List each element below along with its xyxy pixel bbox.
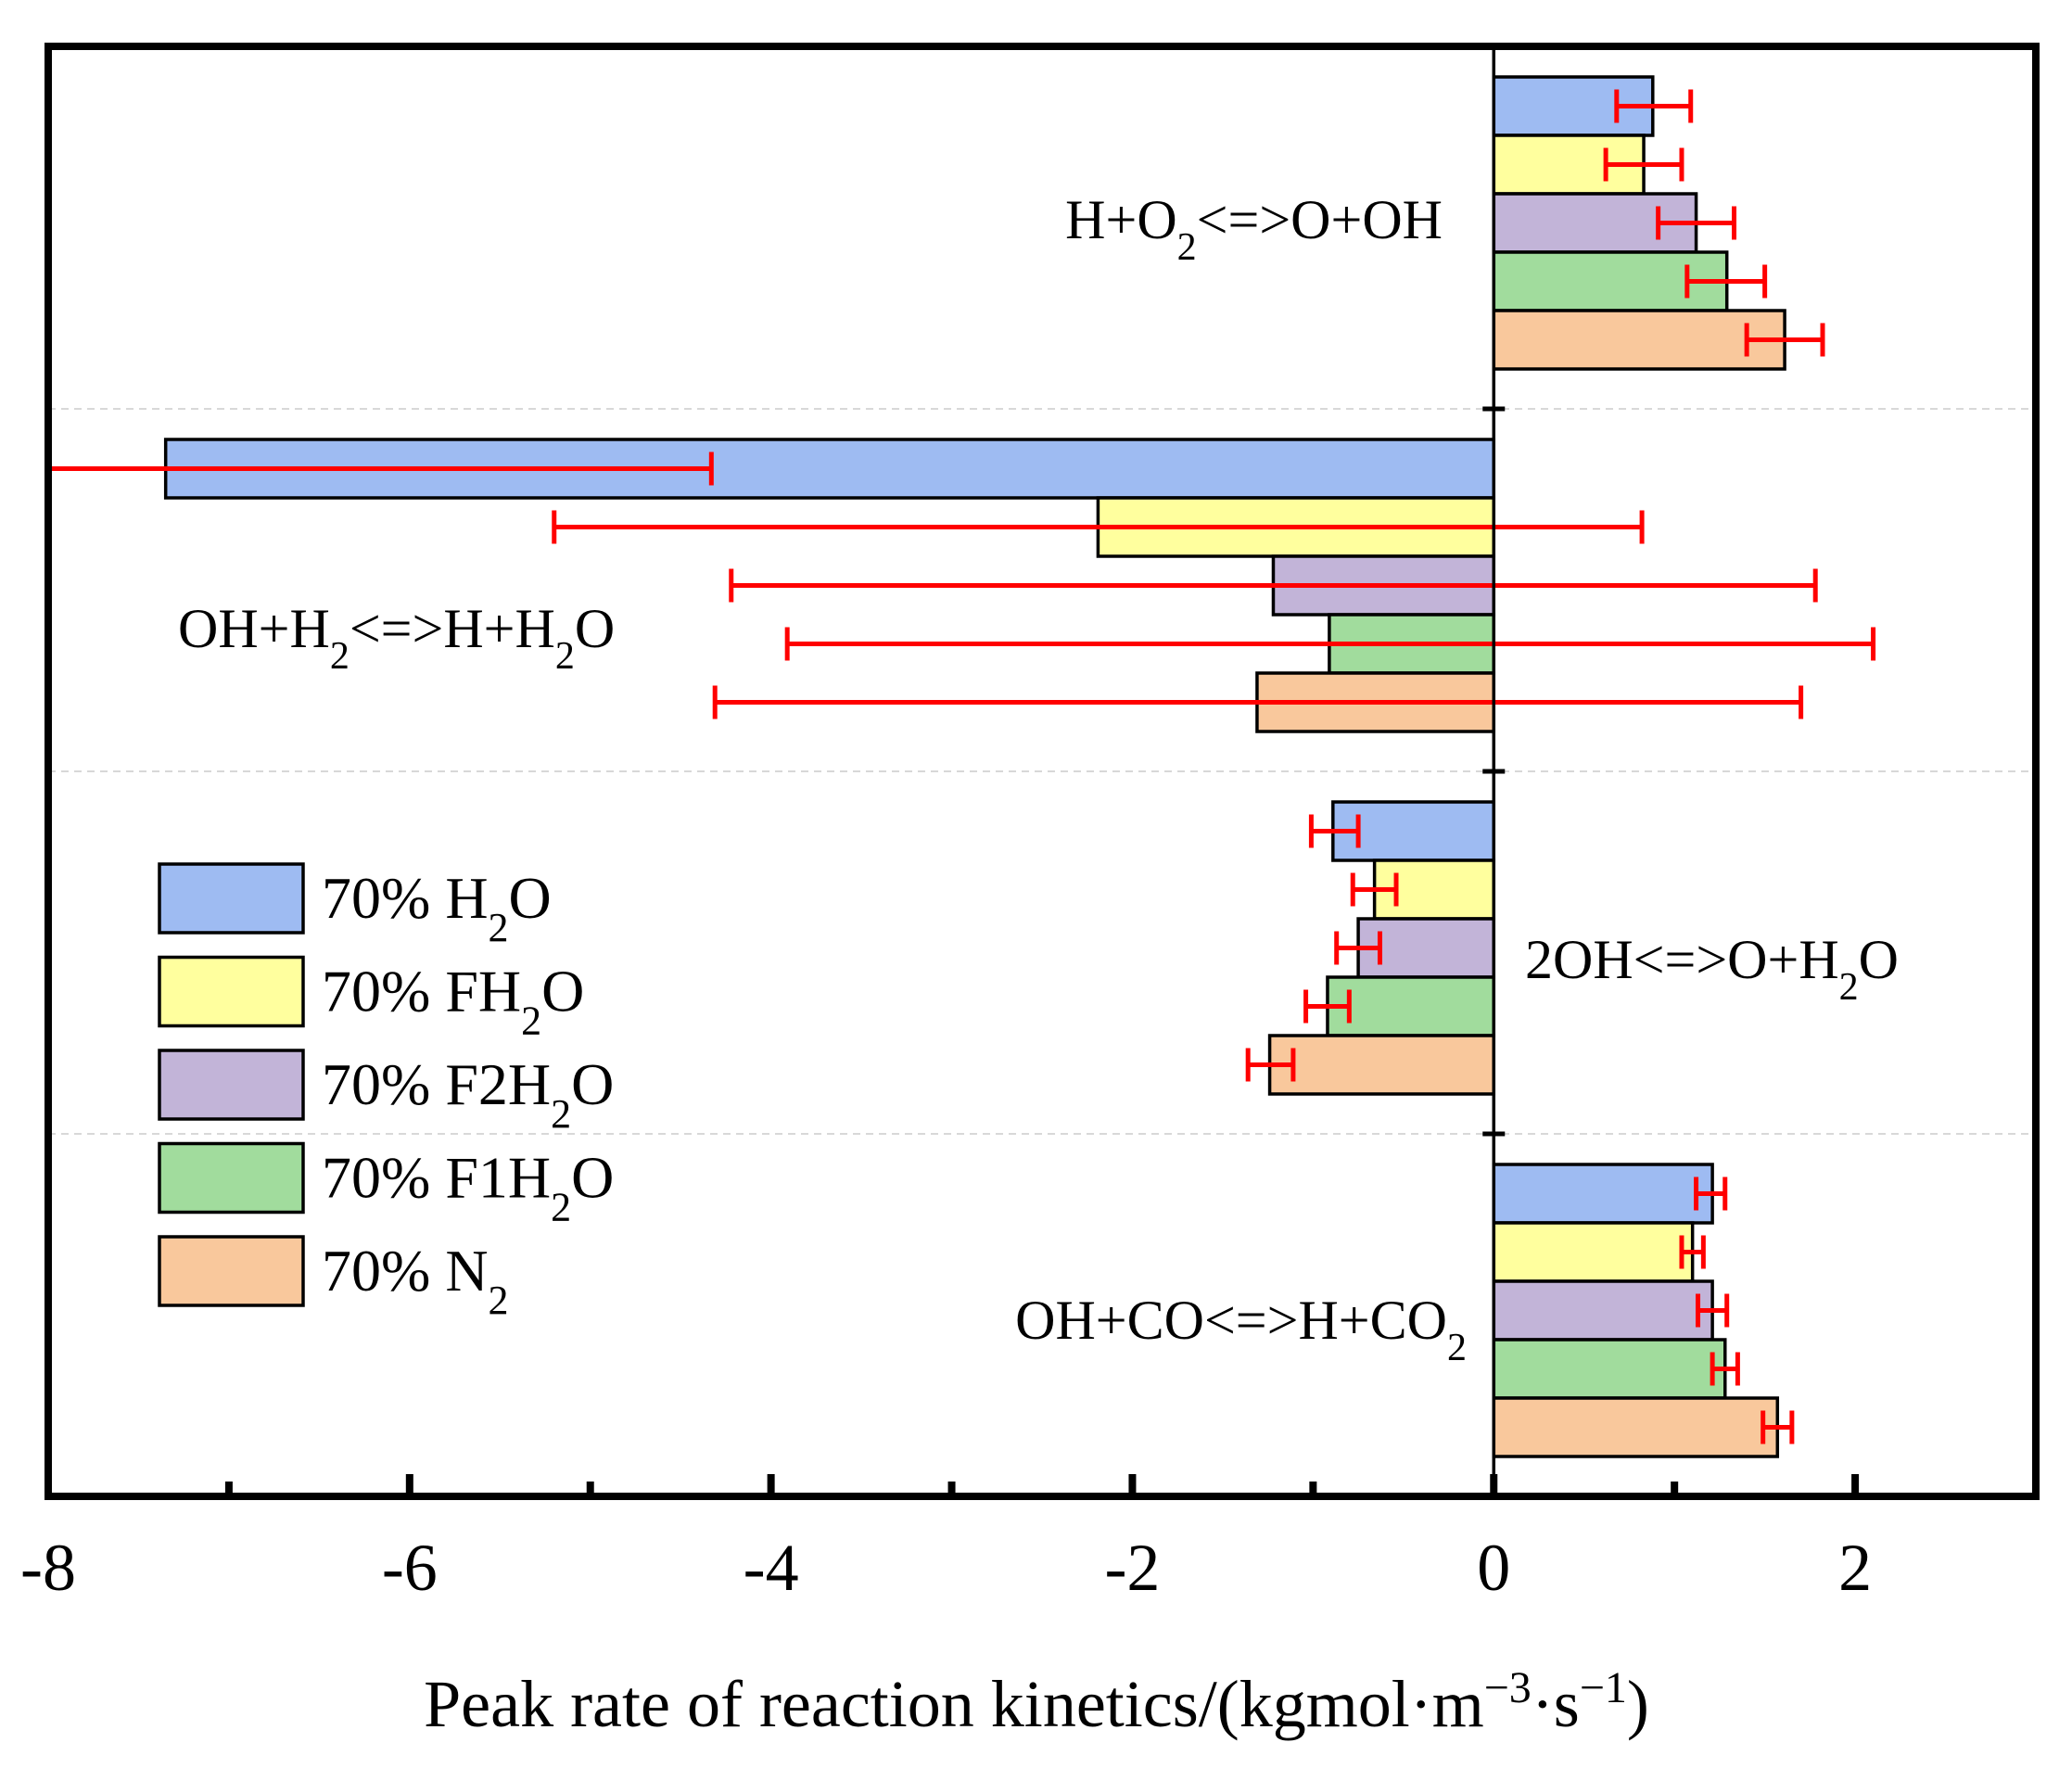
legend-swatch bbox=[158, 1235, 305, 1307]
error-bars bbox=[48, 89, 1876, 1444]
x-tick-label: -4 bbox=[744, 1531, 799, 1605]
x-axis-ticks bbox=[224, 1474, 1860, 1496]
bar bbox=[1492, 1279, 1714, 1342]
group-label: OH+H2<=>H+H2O bbox=[178, 598, 615, 678]
bar bbox=[1492, 1221, 1695, 1283]
bar bbox=[1492, 1396, 1780, 1458]
legend-swatch bbox=[158, 1049, 305, 1121]
legend-swatch bbox=[158, 1141, 305, 1215]
bar bbox=[1492, 1163, 1714, 1225]
legend-swatch bbox=[158, 955, 305, 1028]
plot-frame bbox=[44, 43, 2040, 1500]
x-tick-label: 2 bbox=[1838, 1531, 1872, 1605]
x-tick-label: -2 bbox=[1104, 1531, 1160, 1605]
group-label: OH+CO<=>H+CO2 bbox=[1015, 1290, 1467, 1369]
x-tick-label: -8 bbox=[20, 1531, 76, 1605]
bar bbox=[1326, 975, 1496, 1037]
legend-swatch bbox=[158, 862, 305, 935]
bar bbox=[1492, 1338, 1727, 1400]
x-tick-label: 0 bbox=[1477, 1531, 1510, 1605]
bar bbox=[1492, 309, 1786, 371]
legend-label: 70% F1H2O bbox=[322, 1145, 614, 1230]
x-axis-tick-labels: -8 -6 -4 -2 0 2 bbox=[20, 1531, 1872, 1605]
legend-label: 70% F2H2O bbox=[322, 1051, 614, 1137]
x-tick-label: -6 bbox=[382, 1531, 438, 1605]
group-label: H+O2<=>O+OH bbox=[1065, 189, 1443, 269]
group-separators bbox=[48, 408, 2036, 1135]
group-label: 2OH<=>O+H2O bbox=[1525, 929, 1899, 1009]
group-labels: H+O2<=>O+OH OH+H2<=>H+H2O 2OH<=>O+H2O OH+CO… bbox=[178, 189, 1899, 1369]
bar bbox=[1267, 1034, 1496, 1096]
x-axis-label: Peak rate of reaction kinetics/(kgmol·m−… bbox=[424, 1663, 1649, 1742]
legend-label: 70% N2 bbox=[322, 1238, 509, 1323]
legend-label: 70% FH2O bbox=[322, 959, 584, 1044]
legend-label: 70% H2O bbox=[322, 865, 552, 950]
zero-axis-ticks bbox=[1482, 406, 1506, 1137]
